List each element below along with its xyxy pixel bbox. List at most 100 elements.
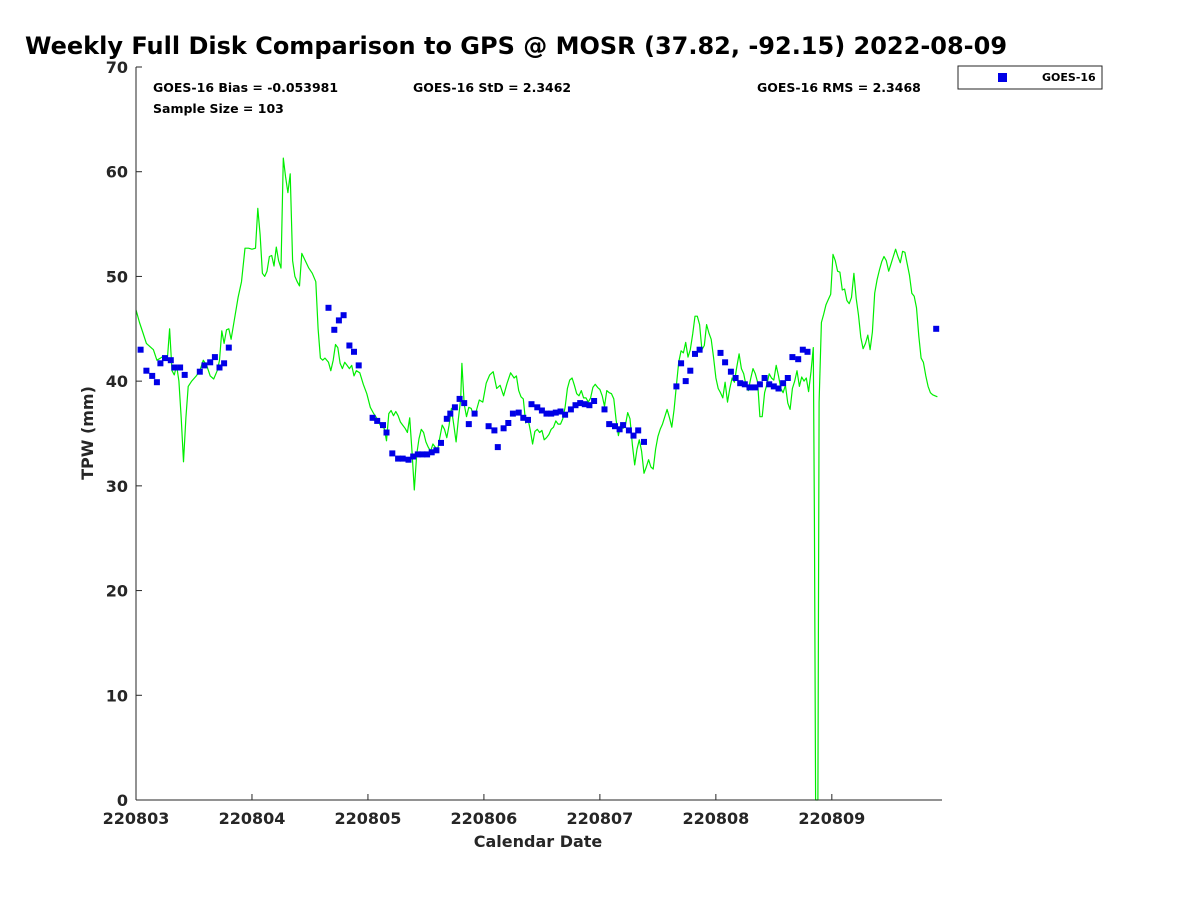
x-tick-label: 220807 [566, 809, 633, 828]
goes16-point [456, 395, 463, 402]
x-tick-label: 220809 [798, 809, 865, 828]
goes16-point [399, 455, 406, 462]
goes16-point [374, 417, 381, 424]
goes16-point [447, 410, 454, 417]
y-tick-label: 70 [106, 58, 128, 77]
goes16-point [424, 451, 431, 458]
goes16-point [682, 378, 689, 385]
goes16-point [756, 381, 763, 388]
goes16-point [572, 402, 579, 409]
goes16-point [405, 456, 412, 463]
y-tick-label: 60 [106, 163, 128, 182]
goes16-point [780, 380, 787, 387]
goes16-point [461, 400, 468, 407]
goes16-point [196, 368, 203, 375]
y-tick-label: 50 [106, 267, 128, 286]
goes16-point [606, 421, 613, 428]
goes16-point [567, 406, 574, 413]
goes16-point [153, 379, 160, 386]
goes16-point [601, 406, 608, 413]
goes16-point [933, 325, 940, 332]
goes16-point [577, 400, 584, 407]
y-tick-label: 30 [106, 477, 128, 496]
goes16-point [171, 364, 178, 371]
goes16-point [335, 317, 342, 324]
bias-stat: GOES-16 Bias = -0.053981 [153, 80, 338, 95]
goes16-point [625, 427, 632, 434]
goes16-point [727, 368, 734, 375]
goes16-point [717, 349, 724, 356]
goes16-point [581, 401, 588, 408]
goes16-point [167, 357, 174, 364]
goes16-point [325, 304, 332, 311]
goes16-point [732, 375, 739, 381]
x-ticks: 220803 220804 220805 220806 220807 220808 2208… [103, 794, 865, 828]
goes16-point [389, 450, 396, 457]
goes16-point [737, 380, 744, 387]
goes16-point [789, 354, 796, 361]
goes16-point [784, 375, 791, 381]
legend-box [957, 65, 1103, 90]
goes16-point [162, 355, 168, 362]
goes16-point [500, 425, 507, 432]
goes16-point [181, 371, 188, 378]
goes16-point [331, 326, 338, 333]
goes16-point [149, 372, 156, 379]
goes16-point [419, 451, 426, 458]
goes16-point [505, 420, 512, 426]
goes16-point [383, 429, 390, 436]
goes16-point [761, 375, 768, 381]
goes16-point [722, 359, 729, 366]
goes16-point [673, 383, 680, 390]
goes16-point [543, 410, 550, 417]
goes16-point [207, 359, 214, 366]
goes16-point [775, 385, 782, 392]
goes16-point [380, 422, 386, 429]
goes-series [137, 304, 940, 463]
goes16-point [177, 364, 184, 371]
goes16-point [804, 348, 811, 355]
goes16-point [465, 421, 472, 428]
goes16-point [766, 381, 773, 388]
goes16-point [491, 427, 498, 434]
chart-title: Weekly Full Disk Comparison to GPS @ MOS… [25, 32, 1007, 60]
goes16-point [591, 398, 598, 404]
goes16-point [538, 407, 545, 414]
goes16-point [678, 360, 685, 367]
y-tick-label: 0 [117, 791, 128, 810]
goes16-point [216, 364, 223, 371]
x-tick-label: 220806 [451, 809, 518, 828]
goes16-point [528, 401, 535, 408]
goes16-point [355, 362, 362, 369]
goes16-point [752, 384, 759, 391]
goes16-point [799, 346, 806, 353]
y-tick-label: 40 [106, 372, 128, 391]
goes16-point [414, 451, 421, 458]
std-stat: GOES-16 StD = 2.3462 [413, 80, 571, 95]
x-tick-label: 220808 [682, 809, 749, 828]
goes16-point [137, 346, 144, 353]
goes16-point [340, 312, 347, 319]
goes16-point [346, 342, 353, 349]
goes16-point [746, 384, 753, 391]
goes16-point [552, 409, 559, 416]
y-axis-label: TPW (mm) [78, 386, 97, 480]
goes16-point [369, 414, 376, 421]
goes16-point [586, 402, 593, 409]
sample-size-stat: Sample Size = 103 [153, 101, 284, 116]
y-tick-label: 10 [106, 686, 128, 705]
goes16-point [525, 416, 531, 423]
goes16-point [428, 449, 435, 456]
goes16-point [509, 410, 516, 417]
goes16-point [211, 354, 218, 361]
goes16-point [548, 410, 555, 417]
goes16-point [562, 411, 569, 418]
legend-marker-goes16 [998, 73, 1007, 82]
goes16-point [520, 414, 527, 421]
goes16-point [616, 426, 623, 433]
goes16-point [433, 447, 440, 454]
goes16-point [696, 346, 703, 353]
goes16-point [635, 427, 642, 434]
goes16-point [687, 367, 694, 374]
x-tick-label: 220805 [335, 809, 402, 828]
